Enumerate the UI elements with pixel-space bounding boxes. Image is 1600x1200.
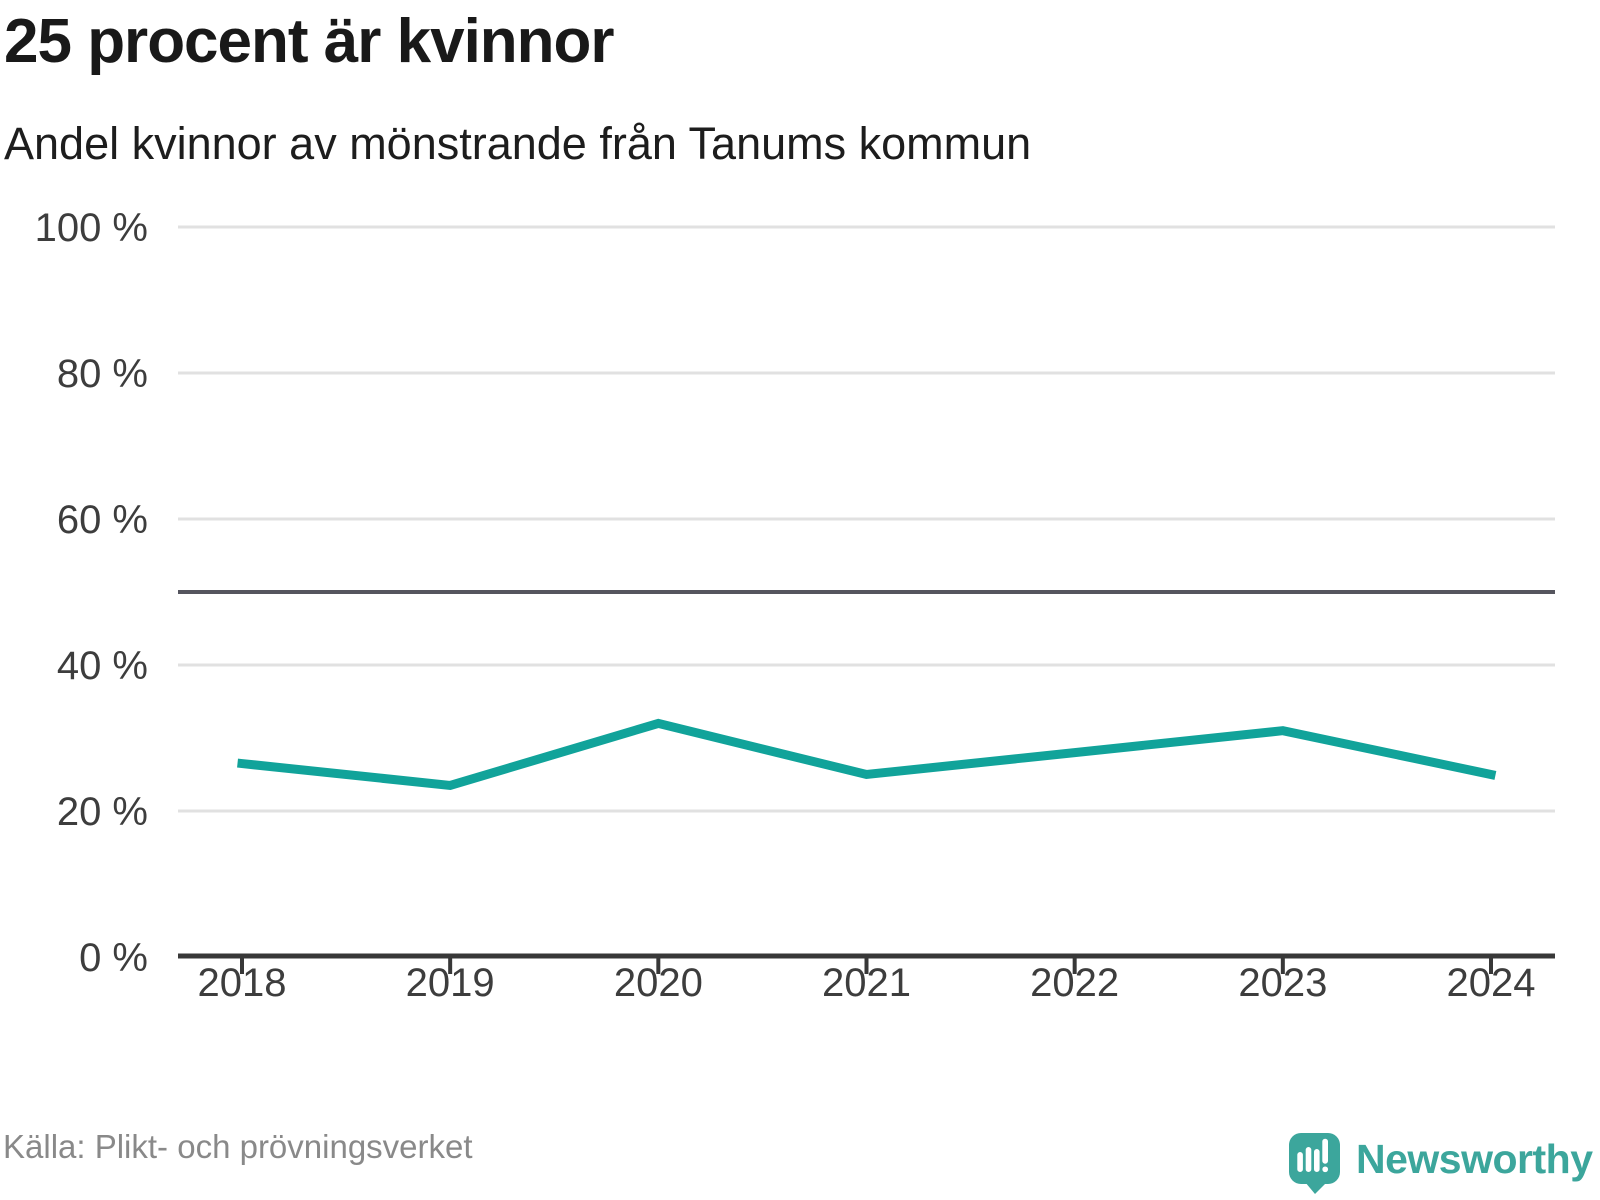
logo-bubble-tail xyxy=(1305,1182,1327,1194)
logo-bar-2 xyxy=(1305,1147,1312,1172)
chart-title: 25 procent är kvinnor xyxy=(4,7,615,76)
y-axis-label-80: 80 % xyxy=(57,352,148,396)
logo-bar-3 xyxy=(1314,1149,1320,1172)
x-axis-label-2020: 2020 xyxy=(614,961,703,1005)
brand-name: Newsworthy xyxy=(1356,1136,1593,1182)
x-axis-label-2023: 2023 xyxy=(1238,961,1327,1005)
x-axis-label-2019: 2019 xyxy=(406,961,495,1005)
chart-subtitle: Andel kvinnor av mönstrande från Tanums … xyxy=(4,118,1032,169)
logo-exclamation-bar xyxy=(1322,1138,1328,1164)
y-axis-label-60: 60 % xyxy=(57,498,148,542)
logo-exclamation-dot xyxy=(1322,1166,1329,1173)
x-axis-label-2018: 2018 xyxy=(198,961,287,1005)
logo-bar-1 xyxy=(1297,1152,1303,1172)
newsworthy-logo-icon xyxy=(1289,1133,1340,1194)
data-line-series xyxy=(237,718,1497,791)
line-chart: 0 % 20 % 40 % 60 % 80 % 100 % 2018 2019 2020 2021… xyxy=(35,206,1555,1005)
x-axis-label-2022: 2022 xyxy=(1030,961,1119,1005)
y-axis-label-20: 20 % xyxy=(57,790,148,834)
x-axis-label-2021: 2021 xyxy=(822,961,911,1005)
source-note: Källa: Plikt- och prövningsverket xyxy=(3,1128,473,1165)
brand-lockup: Newsworthy xyxy=(1289,1133,1593,1195)
y-axis-label-40: 40 % xyxy=(57,644,148,688)
x-axis-label-2024: 2024 xyxy=(1447,961,1536,1005)
y-axis-label-0: 0 % xyxy=(79,936,148,980)
y-axis-label-100: 100 % xyxy=(35,206,148,250)
